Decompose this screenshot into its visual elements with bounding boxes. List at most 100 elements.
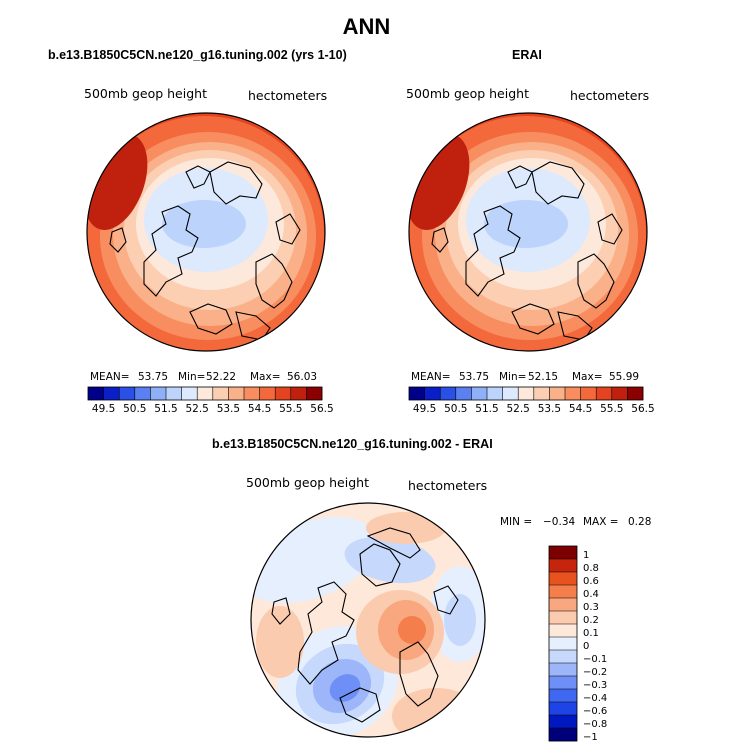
diff-min: −0.34: [543, 516, 576, 528]
coastline: [511, 303, 555, 335]
panel2-min-label: Min=: [499, 371, 527, 383]
colorbar-box: [134, 387, 151, 400]
colorbar-box: [549, 689, 577, 703]
contour-band: [484, 200, 568, 248]
colorbar-box: [212, 387, 229, 400]
colorbar-tick-label: 0.6: [583, 575, 599, 587]
coastline: [109, 227, 127, 253]
colorbar-box: [549, 611, 577, 625]
panel1-colorbar: [87, 386, 323, 401]
coastline: [189, 303, 233, 335]
panel1-units: hectometers: [248, 88, 328, 103]
coastline: [557, 311, 593, 341]
diff-units: hectometers: [408, 478, 488, 493]
diff-max-label: MAX =: [583, 516, 619, 528]
panel2-max: 55.99: [609, 371, 640, 383]
colorbar-box: [611, 387, 628, 400]
coastline: [209, 161, 263, 205]
diff-title: b.e13.B1850C5CN.ne120_g16.tuning.002 - E…: [212, 437, 493, 451]
colorbar-box: [487, 387, 503, 400]
colorbar-box: [166, 387, 182, 400]
colorbar-tick-label: 0: [583, 640, 590, 652]
colorbar-tick-label: −0.1: [583, 653, 608, 665]
coastline: [433, 585, 459, 615]
colorbar-box: [150, 387, 167, 400]
panel1-mean-label: MEAN=: [90, 371, 130, 383]
colorbar-tick-label: −1: [583, 731, 598, 743]
colorbar-box: [518, 387, 535, 400]
colorbar-box: [409, 387, 425, 400]
colorbar-tick-label: 55.5: [600, 403, 624, 415]
colorbar-box: [424, 387, 441, 400]
colorbar-box: [549, 559, 577, 573]
colorbar-tick-label: 56.5: [310, 403, 334, 415]
diff-variable: 500mb geop height: [246, 475, 369, 490]
colorbar-tick-label: −0.2: [583, 666, 608, 678]
colorbar-box: [549, 702, 577, 716]
colorbar-box: [580, 387, 597, 400]
colorbar-box: [228, 387, 245, 400]
colorbar-tick-label: −0.3: [583, 679, 608, 691]
diff-min-label: MIN =: [500, 516, 533, 528]
colorbar-tick-label: 52.5: [185, 403, 209, 415]
colorbar-box: [455, 387, 472, 400]
colorbar-tick-label: 0.3: [583, 601, 599, 613]
colorbar-box: [596, 387, 613, 400]
colorbar-box: [549, 663, 577, 677]
colorbar-box: [565, 387, 581, 400]
coastline: [531, 161, 585, 205]
colorbar-box: [549, 728, 577, 742]
coastline: [359, 543, 401, 587]
panel1-polar-map: [86, 112, 326, 352]
panel2-variable: 500mb geop height: [406, 86, 529, 101]
colorbar-box: [119, 387, 136, 400]
colorbar-box: [549, 387, 566, 400]
coastline: [399, 641, 439, 707]
colorbar-box: [502, 387, 519, 400]
colorbar-tick-label: −0.4: [583, 692, 608, 704]
colorbar-box: [533, 387, 550, 400]
colorbar-box: [549, 637, 577, 651]
panel1-variable: 500mb geop height: [84, 86, 207, 101]
panel1-max-label: Max=: [250, 371, 281, 383]
colorbar-box: [549, 598, 577, 612]
colorbar-tick-label: −0.6: [583, 705, 608, 717]
colorbar-tick-label: 0.2: [583, 614, 599, 626]
coastline: [366, 527, 421, 559]
colorbar-box: [549, 650, 577, 664]
panel2-title: ERAI: [512, 48, 542, 62]
colorbar-tick-label: 51.5: [154, 403, 178, 415]
coastline: [431, 227, 449, 253]
coastline: [143, 205, 199, 297]
colorbar-tick-label: 50.5: [444, 403, 468, 415]
panel2-max-label: Max=: [572, 371, 603, 383]
panel1-mean: 53.75: [138, 371, 169, 383]
panel2-mean: 53.75: [459, 371, 490, 383]
contour-band: [256, 606, 304, 678]
panel2-units: hectometers: [570, 88, 650, 103]
diff-max: 0.28: [628, 516, 652, 528]
colorbar-tick-label: 55.5: [279, 403, 303, 415]
diff-colorbar: [548, 545, 578, 742]
colorbar-box: [549, 546, 577, 560]
colorbar-tick-label: −0.8: [583, 718, 608, 730]
colorbar-tick-label: 53.5: [216, 403, 241, 415]
colorbar-box: [88, 387, 104, 400]
colorbar-box: [549, 572, 577, 586]
diff-polar-map: [250, 502, 486, 738]
colorbar-box: [103, 387, 120, 400]
colorbar-box: [440, 387, 457, 400]
colorbar-box: [627, 387, 644, 400]
colorbar-tick-label: 49.5: [91, 403, 116, 415]
panel1-min: 52.22: [206, 371, 237, 383]
colorbar-box: [197, 387, 214, 400]
coastline: [577, 253, 615, 309]
contour-band: [444, 594, 476, 646]
panel2-mean-label: MEAN=: [411, 371, 451, 383]
colorbar-tick-label: 53.5: [537, 403, 562, 415]
coastline: [339, 687, 381, 723]
panel1-min-label: Min=: [178, 371, 206, 383]
colorbar-tick-label: 0.4: [583, 588, 599, 600]
colorbar-tick-label: 52.5: [506, 403, 530, 415]
panel1-title: b.e13.B1850C5CN.ne120_g16.tuning.002 (yr…: [48, 48, 347, 62]
